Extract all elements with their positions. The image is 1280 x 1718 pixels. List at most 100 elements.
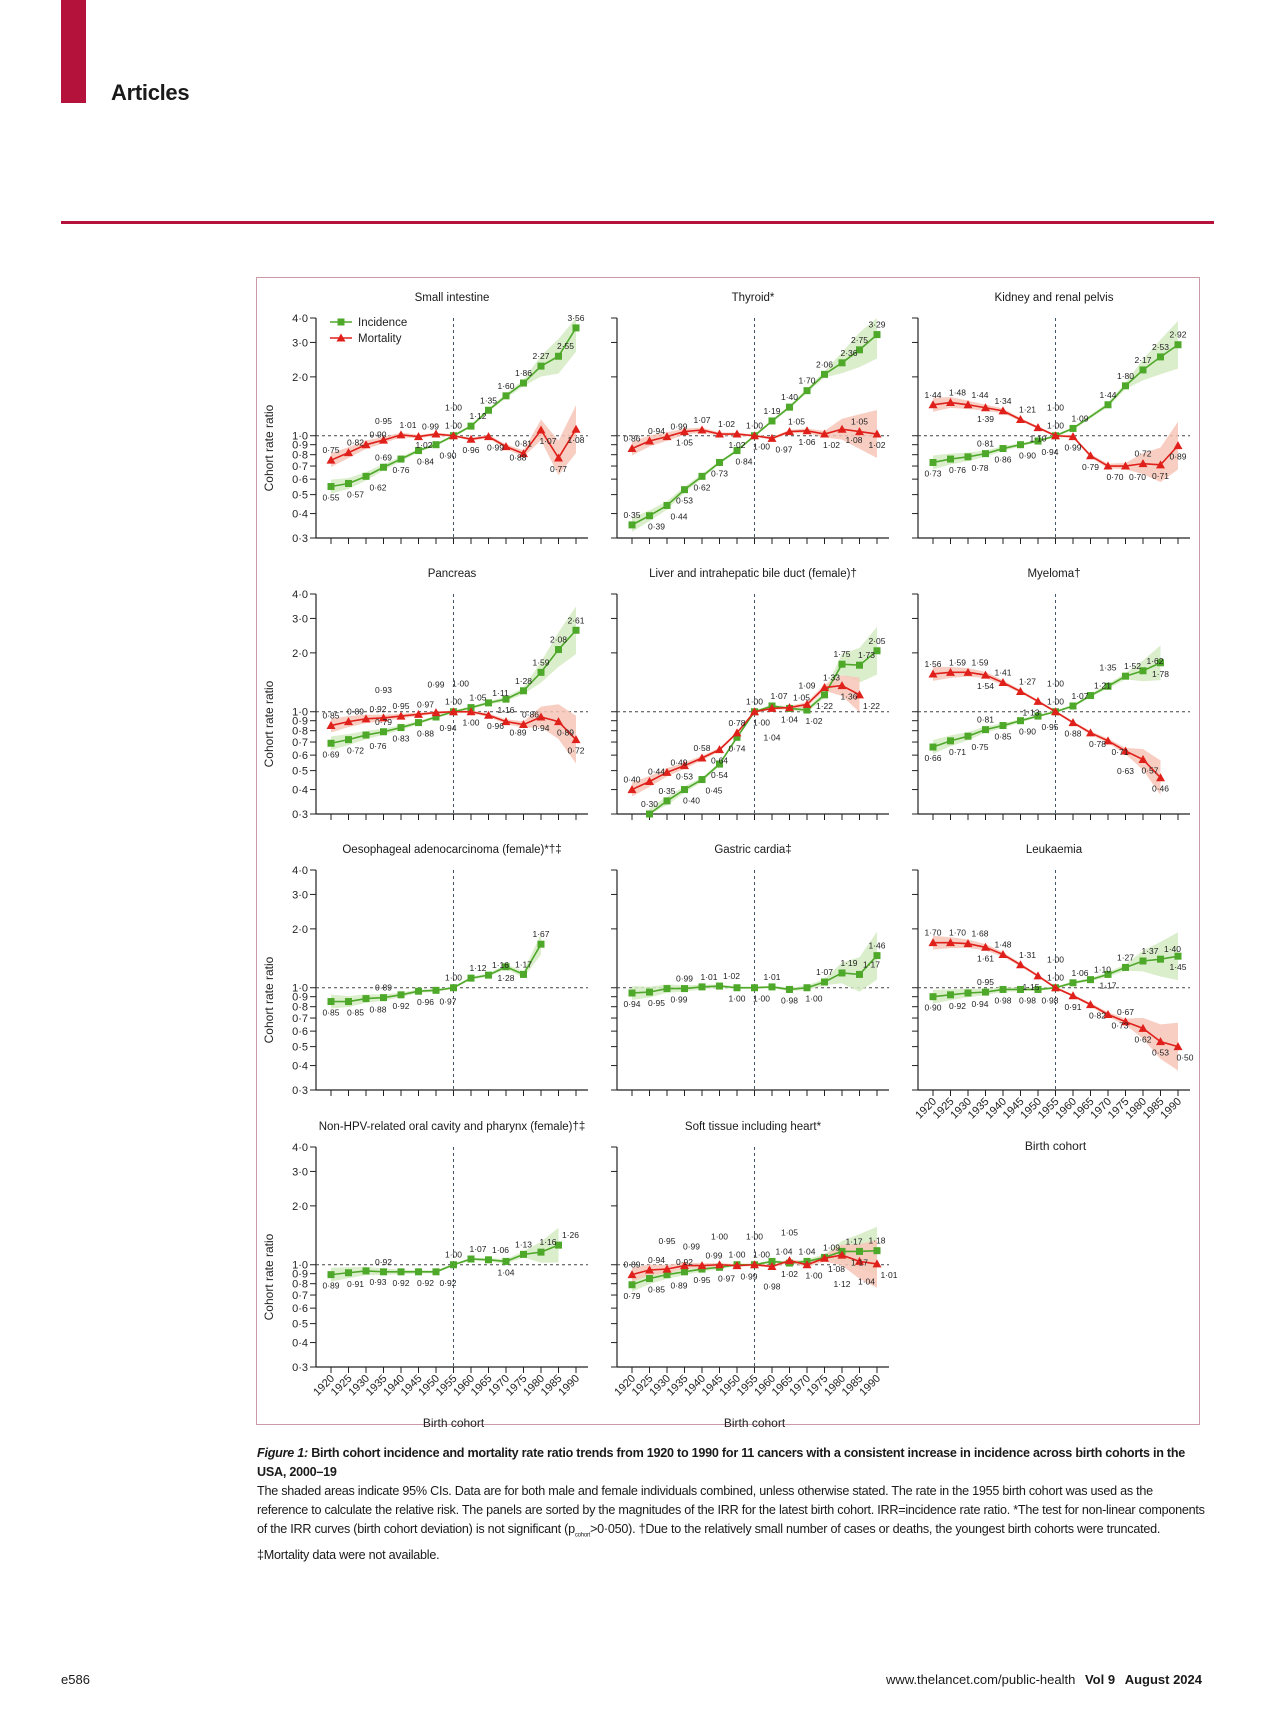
incidence-marker	[929, 458, 937, 466]
incidence-data-label: 0·35	[623, 510, 640, 520]
mortality-marker	[998, 406, 1008, 415]
y-tick-label: 1·0	[292, 983, 308, 995]
x-tick-label: 1990	[857, 1373, 883, 1399]
incidence-marker	[485, 406, 492, 414]
incidence-data-label: 0·44	[670, 511, 687, 521]
incidence-data-label: 0·71	[949, 747, 966, 757]
incidence-marker	[415, 1268, 422, 1276]
incidence-marker	[572, 626, 580, 634]
incidence-data-label: 1·04	[775, 1246, 792, 1256]
mortality-data-label: 1·70	[924, 928, 941, 938]
mortality-marker	[326, 721, 336, 730]
mortality-marker	[1033, 696, 1043, 705]
incidence-marker	[698, 776, 706, 784]
mortality-marker	[1016, 686, 1025, 695]
incidence-marker	[982, 988, 989, 996]
mortality-data-label: 1·22	[863, 701, 880, 711]
mortality-marker	[361, 714, 371, 723]
panel-10: Soft tissue including heart*192019251930…	[611, 1121, 898, 1430]
mortality-data-label: 0·86	[623, 434, 640, 444]
incidence-marker	[786, 403, 793, 411]
y-tick-label: 0·3	[292, 1085, 308, 1097]
incidence-marker	[415, 987, 422, 995]
incidence-marker	[681, 1268, 688, 1276]
y-tick-label: 4·0	[292, 865, 308, 877]
incidence-data-label: 0·62	[369, 482, 386, 492]
mortality-marker	[1051, 431, 1060, 440]
mortality-data-label: 1·00	[1047, 403, 1064, 413]
incidence-data-label: 0·92	[417, 1278, 434, 1288]
mortality-data-label: 1·33	[823, 673, 840, 683]
mortality-data-label: 1·05	[793, 693, 810, 703]
incidence-data-label: 0·99	[670, 995, 687, 1005]
incidence-marker	[1139, 957, 1147, 965]
y-tick-label: 0·5	[292, 766, 308, 778]
mortality-marker	[928, 400, 938, 409]
incidence-marker	[1087, 976, 1094, 984]
mortality-marker	[750, 707, 759, 716]
incidence-marker	[1139, 366, 1147, 374]
panel-title: Non-HPV-related oral cavity and pharynx …	[319, 1121, 586, 1133]
mortality-data-label: 0·72	[567, 746, 584, 756]
y-tick-label: 0·6	[292, 1303, 308, 1315]
incidence-marker	[380, 728, 387, 736]
mortality-data-label: 1·00	[462, 718, 479, 728]
incidence-data-label: 1·07	[469, 1244, 486, 1254]
mortality-data-label: 0·96	[487, 721, 504, 731]
mortality-marker	[466, 707, 476, 716]
incidence-marker	[751, 984, 758, 992]
incidence-data-label: 1·00	[1047, 421, 1064, 431]
mortality-marker	[414, 432, 423, 441]
incidence-marker	[450, 1261, 457, 1269]
incidence-marker	[838, 359, 846, 367]
incidence-marker	[345, 998, 352, 1006]
incidence-marker	[415, 447, 422, 455]
mortality-marker	[466, 434, 476, 443]
incidence-marker	[821, 691, 828, 699]
incidence-data-label: 0·97	[718, 1273, 735, 1283]
incidence-marker	[432, 441, 440, 449]
mortality-marker	[431, 708, 441, 717]
incidence-data-label: 0·98	[994, 995, 1011, 1005]
mortality-marker	[820, 1253, 829, 1262]
mortality-ci-band	[933, 396, 1178, 483]
mortality-data-label: 0·53	[676, 772, 693, 782]
mortality-data-label: 0·92	[369, 704, 386, 714]
x-axis-label: Birth cohort	[423, 1416, 485, 1430]
mortality-data-label: 1·04	[763, 732, 780, 742]
mortality-data-label: 1·36	[840, 692, 857, 702]
panel-8: Leukaemia1920192519301935194019451950195…	[912, 844, 1194, 1153]
incidence-data-label: 1·70	[798, 376, 815, 386]
incidence-data-label: 1·21	[1094, 681, 1111, 691]
incidence-marker	[733, 984, 741, 992]
mortality-data-label: 1·02	[728, 440, 745, 450]
incidence-data-label: 0·81	[977, 715, 994, 725]
mortality-data-label: 1·00	[746, 1232, 763, 1242]
incidence-data-label: 1·09	[823, 1242, 840, 1252]
incidence-data-label: 1·00	[1047, 973, 1064, 983]
mortality-marker	[1173, 441, 1183, 450]
incidence-marker	[698, 983, 706, 991]
incidence-data-label: 0·92	[375, 1257, 392, 1267]
mortality-marker	[554, 453, 563, 462]
incidence-data-label: 0·99	[676, 974, 693, 984]
mortality-data-label: 1·08	[845, 435, 862, 445]
incidence-data-label: 1·00	[445, 421, 462, 431]
mortality-marker	[1016, 960, 1025, 969]
mortality-marker	[645, 1265, 654, 1274]
incidence-marker	[537, 1248, 545, 1256]
incidence-data-label: 1·06	[1071, 968, 1088, 978]
incidence-marker	[520, 379, 527, 387]
incidence-marker	[646, 810, 653, 818]
incidence-marker	[362, 472, 370, 480]
journal-url[interactable]: www.thelancet.com/public-health	[886, 1672, 1076, 1687]
mortality-marker	[519, 720, 528, 729]
mortality-data-label: 1·44	[924, 390, 941, 400]
incidence-data-label: 0·72	[347, 746, 364, 756]
mortality-data-label: 0·67	[1117, 1007, 1134, 1017]
mortality-marker	[449, 431, 458, 440]
incidence-data-label: 1·60	[497, 381, 514, 391]
incidence-data-label: 0·86	[994, 455, 1011, 465]
mortality-marker	[379, 713, 388, 722]
incidence-marker	[1069, 424, 1077, 432]
